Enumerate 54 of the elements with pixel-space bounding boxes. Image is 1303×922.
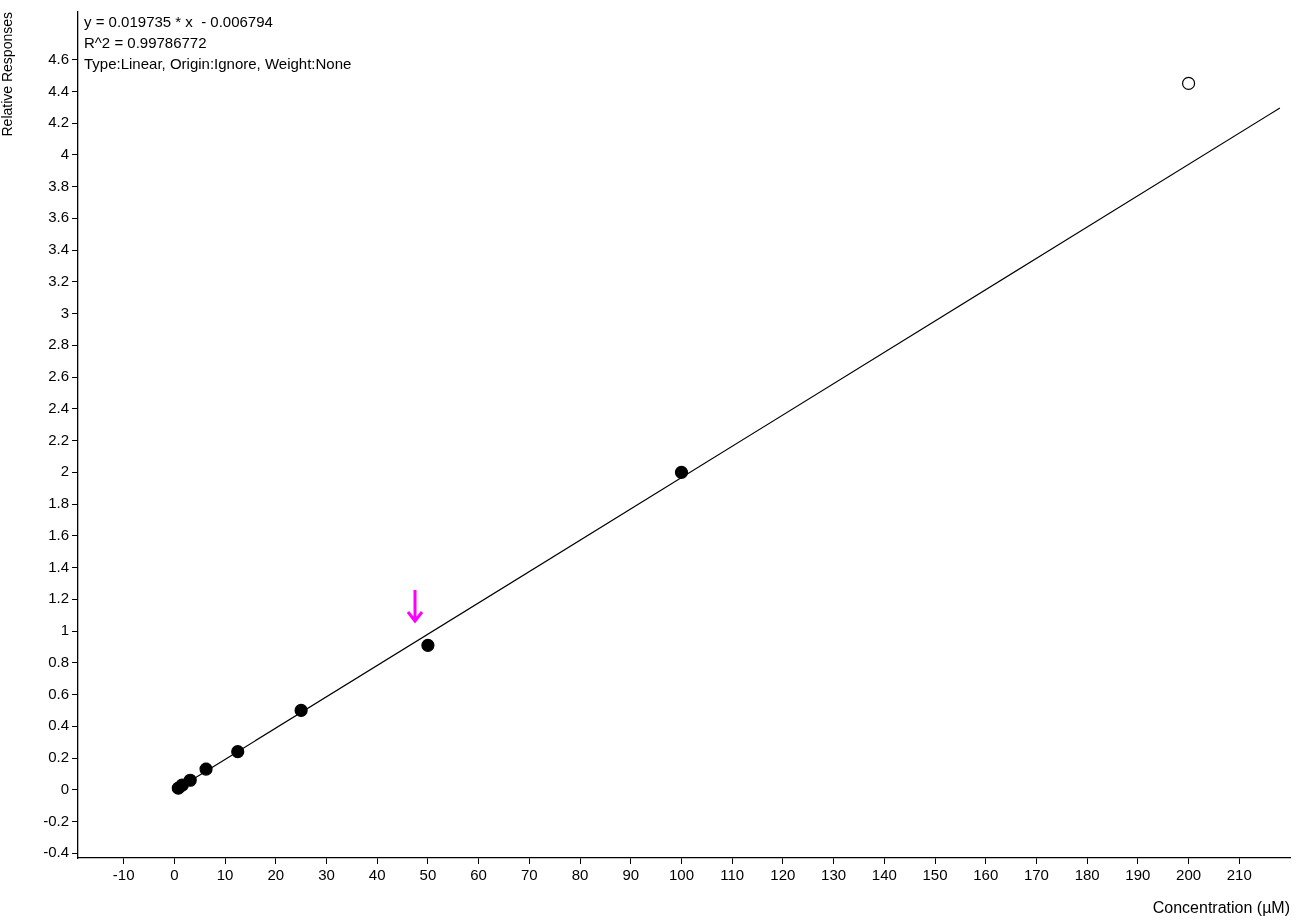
x-tick-label: 210: [1226, 866, 1252, 884]
y-tick-label: 2.2: [48, 430, 69, 448]
y-tick-label: 2.4: [48, 398, 69, 416]
y-tick-label: 4.6: [48, 49, 69, 67]
y-tick-label: 0.2: [48, 748, 69, 766]
x-tick-label: 160: [973, 866, 999, 884]
x-tick-label: 120: [770, 866, 796, 884]
x-tick-label: 140: [871, 866, 897, 884]
annotation: R^2 = 0.99786772: [84, 33, 207, 51]
x-tick-label: -10: [112, 866, 135, 884]
y-tick-label: 1.4: [48, 557, 69, 575]
y-tick-label: -0.2: [43, 811, 69, 829]
x-tick-label: 60: [470, 866, 487, 884]
x-axis-title: Concentration (µM): [1152, 898, 1290, 916]
y-axis-title: Relative Responses: [0, 12, 16, 137]
x-tick-label: 10: [216, 866, 234, 884]
y-tick-label: 4.2: [48, 113, 69, 131]
y-tick-label: 1.2: [48, 589, 69, 607]
y-tick-label: 2.8: [48, 335, 69, 353]
y-tick-label: 4: [60, 144, 69, 162]
x-tick-label: 200: [1176, 866, 1202, 884]
y-tick-label: 1.6: [48, 525, 69, 543]
annotation: Type:Linear, Origin:Ignore, Weight:None: [84, 54, 352, 72]
y-tick-label: 0: [60, 779, 69, 797]
x-tick-label: 30: [318, 866, 335, 884]
y-tick-label: 2.6: [48, 367, 69, 385]
y-tick-label: 1: [60, 621, 69, 639]
x-tick-label: 170: [1023, 866, 1049, 884]
y-tick-label: 0.4: [48, 716, 69, 734]
x-tick-label: 130: [821, 866, 847, 884]
y-tick-label: 0.6: [48, 684, 69, 702]
y-tick-label: 3.8: [48, 176, 69, 194]
y-tick-label: -0.4: [43, 843, 69, 861]
x-tick-label: 20: [267, 866, 285, 884]
y-tick-label: 4.4: [48, 81, 69, 99]
x-tick-label: 0: [170, 866, 179, 884]
y-tick-label: 0.8: [48, 652, 69, 670]
annotation: y = 0.019735 * x - 0.006794: [84, 12, 273, 30]
x-tick-label: 50: [419, 866, 437, 884]
x-tick-label: 110: [720, 866, 745, 884]
y-tick-label: 3.4: [48, 240, 69, 258]
x-tick-label: 180: [1074, 866, 1100, 884]
y-tick-label: 1.8: [48, 494, 69, 512]
x-tick-label: 40: [368, 866, 386, 884]
x-tick-label: 70: [520, 866, 538, 884]
x-tick-label: 190: [1125, 866, 1151, 884]
x-tick-label: 150: [922, 866, 948, 884]
x-tick-label: 80: [571, 866, 589, 884]
x-tick-label: 90: [622, 866, 640, 884]
y-tick-label: 3.6: [48, 208, 69, 226]
y-tick-label: 3: [60, 303, 69, 321]
x-tick-label: 100: [668, 866, 694, 884]
y-tick-label: 2: [60, 462, 69, 480]
y-tick-label: 3.2: [48, 271, 69, 289]
